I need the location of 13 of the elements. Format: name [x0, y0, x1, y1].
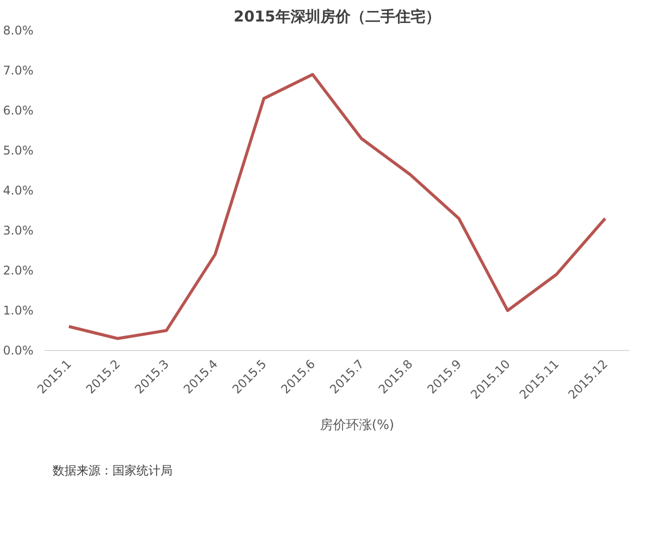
chart-title: 2015年深圳房价（二手住宅） — [234, 8, 440, 26]
line-series — [67, 73, 607, 340]
y-tick-label: 8.0% — [3, 24, 34, 38]
y-tick-label: 3.0% — [3, 224, 34, 238]
y-tick-label: 5.0% — [3, 144, 34, 158]
source-note: 数据来源：国家统计局 — [52, 464, 172, 478]
y-tick-label: 7.0% — [3, 64, 34, 78]
text: 房价环涨(%) — [320, 417, 394, 434]
y-tick-label: 0.0% — [3, 344, 34, 358]
y-tick-label: 4.0% — [3, 184, 34, 198]
y-tick-label: 6.0% — [3, 104, 34, 118]
y-tick-label: 1.0% — [3, 304, 34, 318]
y-tick-label: 2.0% — [3, 264, 34, 278]
